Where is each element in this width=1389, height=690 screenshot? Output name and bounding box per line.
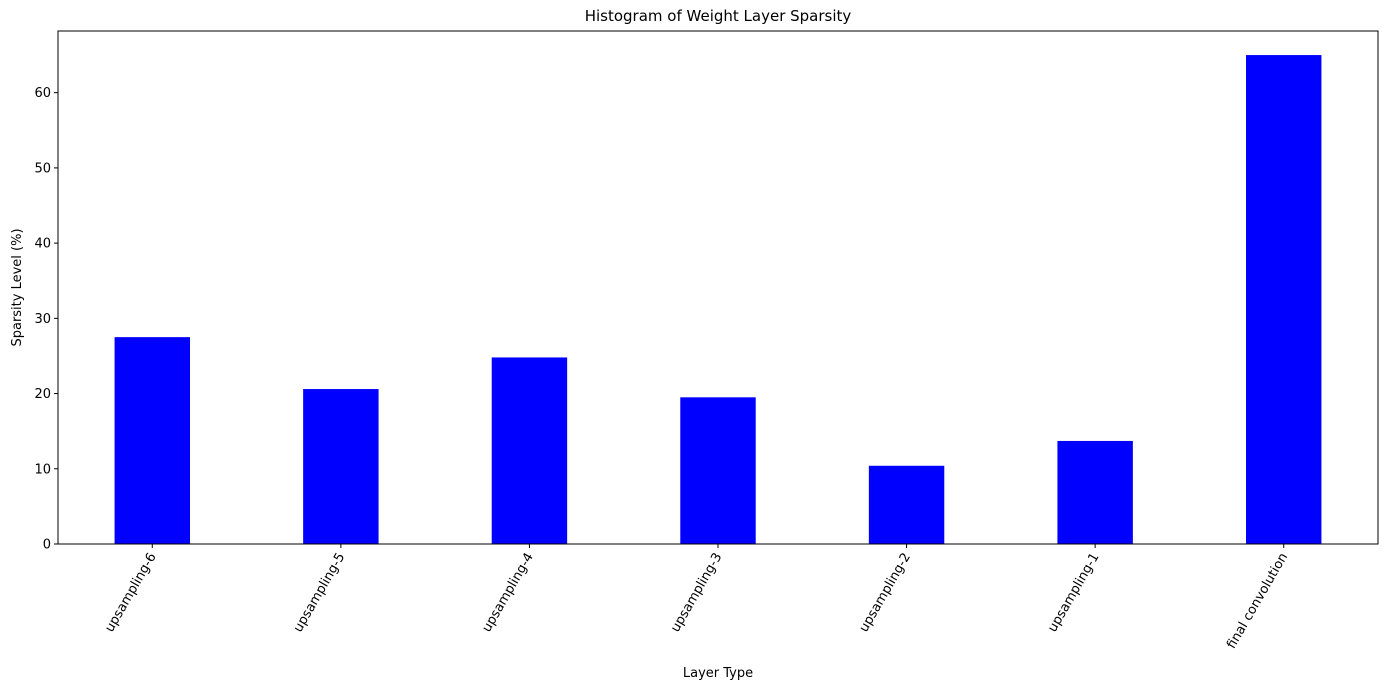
- x-tick-label: final convolution: [1224, 551, 1291, 652]
- bar-upsampling-4: [491, 357, 568, 544]
- x-axis: upsampling-6 upsampling-5 upsampling-4 upsa…: [102, 544, 1291, 651]
- bar-upsampling-2: [868, 465, 945, 544]
- x-axis-label: Layer Type: [683, 666, 753, 681]
- y-tick-label: 30: [34, 312, 51, 327]
- bar-upsampling-1: [1057, 440, 1133, 544]
- bars: [114, 55, 1322, 545]
- bar-upsampling-3: [680, 397, 756, 544]
- bar-upsampling-5: [303, 389, 379, 544]
- x-tick-label: upsampling-6: [102, 551, 159, 635]
- x-tick-label: upsampling-1: [1045, 551, 1102, 635]
- x-tick-label: upsampling-4: [479, 551, 536, 635]
- bar-final-convolution: [1246, 55, 1322, 545]
- y-tick-label: 0: [43, 538, 51, 553]
- y-tick-label: 20: [34, 387, 51, 402]
- bar-upsampling-6: [114, 337, 190, 544]
- y-tick-label: 50: [34, 161, 51, 176]
- y-tick-label: 60: [34, 86, 51, 101]
- y-tick-label: 10: [34, 462, 51, 477]
- y-tick-label: 40: [34, 237, 51, 252]
- plot-frame: [57, 30, 1379, 545]
- y-axis: 0 10 20 30 40 50 60: [34, 86, 58, 553]
- x-tick-label: upsampling-3: [668, 551, 725, 635]
- y-axis-label: Sparsity Level (%): [10, 228, 25, 346]
- x-tick-label: upsampling-2: [857, 551, 914, 635]
- chart-title: Histogram of Weight Layer Sparsity: [585, 7, 852, 25]
- x-tick-label: upsampling-5: [291, 551, 348, 635]
